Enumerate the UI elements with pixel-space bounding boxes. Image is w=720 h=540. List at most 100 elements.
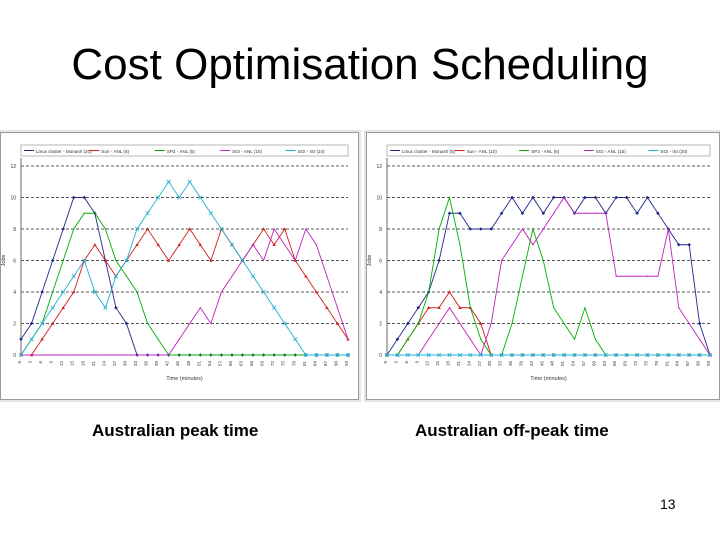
data-point: [125, 275, 128, 277]
data-point: [417, 322, 419, 325]
x-tick-label: 81: [664, 361, 669, 367]
data-point: [178, 354, 180, 356]
data-point: [416, 352, 421, 358]
x-tick-label: 54: [571, 361, 576, 367]
data-point: [199, 354, 201, 356]
data-point: [605, 212, 607, 214]
data-point: [572, 352, 577, 358]
data-point: [551, 195, 556, 200]
data-point: [437, 258, 441, 263]
x-tick-label: 84: [675, 361, 680, 367]
data-point: [698, 338, 701, 340]
x-tick-label: 48: [186, 361, 191, 367]
data-point: [448, 307, 451, 309]
series-line: [20, 180, 348, 356]
series-line: [21, 227, 349, 356]
data-point: [284, 244, 286, 246]
data-point: [273, 354, 275, 356]
data-point: [52, 354, 54, 356]
data-point: [582, 352, 588, 358]
data-point: [188, 227, 192, 231]
legend-label: SGI - ISI (10): [298, 149, 326, 154]
x-tick-label: 0: [383, 361, 388, 364]
data-point: [458, 305, 462, 309]
data-point: [478, 227, 483, 231]
data-point: [624, 352, 629, 358]
data-point: [614, 195, 619, 200]
legend-label: SP2 - ANL (5): [531, 149, 560, 154]
data-point: [347, 338, 349, 340]
data-point: [198, 242, 203, 246]
data-point: [676, 352, 681, 358]
data-point: [231, 275, 233, 277]
x-tick-label: 6: [38, 361, 43, 364]
data-point: [30, 354, 33, 356]
data-point: [115, 354, 117, 356]
data-point: [113, 274, 119, 279]
legend-label: Sun - ANL (10): [467, 149, 498, 154]
data-point: [29, 337, 34, 342]
data-point: [166, 179, 171, 184]
data-point: [687, 352, 692, 358]
data-point: [146, 354, 149, 356]
data-point: [261, 289, 266, 295]
data-point: [469, 307, 471, 309]
data-point: [146, 322, 149, 325]
data-point: [303, 352, 308, 358]
data-point: [478, 352, 483, 358]
data-point: [229, 242, 235, 247]
x-tick-label: 81: [302, 361, 307, 367]
legend-label: SGI - ANL (15): [232, 149, 262, 154]
data-point: [61, 227, 65, 231]
data-point: [240, 258, 245, 263]
data-point: [104, 228, 106, 230]
data-point: [326, 275, 328, 277]
data-point: [114, 305, 118, 310]
data-point: [688, 322, 690, 325]
data-point: [61, 289, 66, 295]
data-point: [314, 290, 319, 294]
y-tick-label: 4: [13, 290, 16, 296]
data-point: [428, 338, 430, 340]
x-tick-label: 60: [591, 361, 596, 367]
caption-peak: Australian peak time: [92, 421, 259, 440]
data-point: [94, 354, 96, 356]
data-point: [104, 354, 106, 356]
data-point: [145, 211, 150, 216]
data-point: [82, 258, 87, 263]
x-tick-label: 93: [344, 361, 349, 367]
data-point: [594, 338, 596, 340]
data-point: [198, 195, 203, 200]
legend-frame: [20, 144, 349, 157]
y-tick-label: 10: [10, 196, 16, 202]
x-tick-label: 90: [696, 361, 701, 367]
data-point: [336, 307, 339, 309]
x-tick-label: 33: [133, 361, 138, 367]
chart-panel-peak: Linux cluster - Monash (20) Sun - ANL (8)…: [0, 132, 359, 400]
data-point: [294, 354, 296, 356]
x-tick-label: 36: [508, 361, 513, 367]
data-point: [553, 212, 555, 214]
data-point: [678, 307, 680, 309]
data-point: [50, 258, 55, 263]
data-point: [603, 352, 608, 358]
x-tick-label: 45: [539, 361, 544, 367]
x-tick-label: 57: [581, 361, 586, 367]
series: [19, 195, 350, 357]
data-point: [542, 228, 544, 230]
data-point: [562, 352, 567, 358]
data-point: [315, 244, 317, 246]
data-point: [52, 291, 54, 293]
legend-label: SP2 - ANL (5): [167, 149, 196, 154]
x-tick-label: 72: [633, 361, 638, 367]
data-point: [676, 242, 681, 247]
data-point: [208, 211, 213, 216]
data-point: [511, 322, 513, 325]
x-tick-label: 78: [291, 361, 296, 367]
data-point: [520, 211, 525, 216]
data-point: [521, 275, 524, 277]
data-point: [468, 227, 473, 231]
x-tick-label: 30: [122, 361, 127, 367]
y-tick-label: 2: [379, 322, 382, 328]
data-point: [553, 307, 555, 309]
